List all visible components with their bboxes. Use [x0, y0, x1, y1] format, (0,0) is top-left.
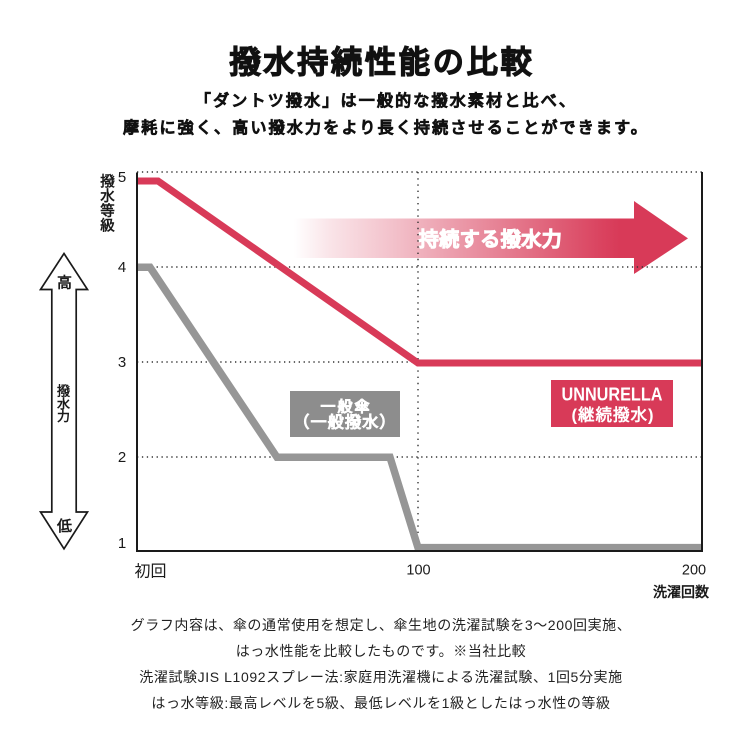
svg-text:4: 4 [118, 259, 126, 276]
svg-text:力: 力 [57, 409, 70, 424]
svg-text:高: 高 [57, 274, 72, 292]
svg-text:水: 水 [99, 187, 115, 205]
svg-text:一般傘: 一般傘 [320, 398, 371, 416]
svg-text:100: 100 [406, 563, 430, 579]
svg-text:等: 等 [100, 202, 115, 220]
svg-text:UNNURELLA: UNNURELLA [562, 385, 663, 405]
svg-text:3: 3 [118, 354, 126, 371]
svg-text:洗濯回数: 洗濯回数 [653, 584, 710, 600]
svg-text:水: 水 [56, 397, 71, 412]
svg-text:撥: 撥 [57, 384, 71, 399]
svg-text:級: 級 [99, 217, 115, 235]
svg-text:撥: 撥 [100, 173, 115, 191]
svg-text:200: 200 [682, 563, 706, 579]
svg-text:5: 5 [118, 169, 126, 186]
svg-text:(継続撥水): (継続撥水) [572, 405, 655, 425]
svg-text:1: 1 [118, 535, 126, 552]
svg-text:2: 2 [118, 449, 126, 466]
svg-text:持続する撥水力: 持続する撥水力 [419, 227, 563, 251]
svg-text:（一般撥水）: （一般撥水） [293, 413, 396, 432]
svg-text:低: 低 [56, 517, 72, 535]
svg-text:初回: 初回 [134, 563, 166, 581]
